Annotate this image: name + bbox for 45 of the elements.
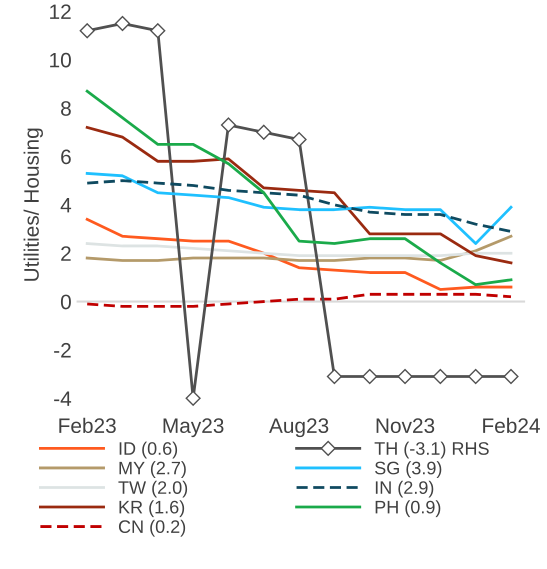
point [432,368,448,384]
y-tick-label: -2 [54,342,71,358]
legend-label: SG (3.9) [375,461,442,478]
line-series [86,179,512,233]
y-tick-label: 6 [61,149,71,164]
legend-label: MY (2.7) [120,461,186,478]
line-series [86,218,512,291]
y-tick-label: 0 [60,294,71,310]
line-series [86,292,512,308]
point [468,368,484,384]
x-tick-label: Nov23 [376,418,434,434]
x-tick-label: Feb24 [483,418,540,434]
point [220,117,236,133]
line-series [86,90,512,286]
point [397,368,413,384]
point [292,132,307,148]
point [503,368,519,384]
y-tick-label: 12 [50,4,71,19]
line-series [86,172,512,245]
x-tick-label: May23 [164,418,224,438]
legend-label: ID (0.6) [120,442,178,458]
point [256,124,272,140]
y-axis-title: Utilities/ Housing [24,128,43,281]
y-tick-label: 10 [50,52,71,68]
point [80,23,95,38]
line-series [86,234,512,262]
point [114,16,130,32]
x-tick-label: Feb23 [59,418,116,434]
point [326,368,342,384]
legend-label: CN (0.2) [118,520,186,537]
point [186,390,201,406]
line-series [86,126,512,264]
y-tick-label: 8 [61,101,71,116]
y-tick-label: 4 [60,198,72,212]
legend-label: KR (1.6) [120,500,184,518]
x-tick-label: Aug23 [269,418,328,438]
line-series [86,242,512,258]
y-tick-label: -4 [54,392,72,406]
point [150,23,166,38]
point [362,368,378,384]
y-tick-label: 2 [61,246,71,261]
legend-label: TH (-3.1) RHS [374,442,489,458]
legend-label: IN (2.9) [376,480,434,498]
legend-label: PH (0.9) [376,500,440,518]
legend-label: TW (2.0) [118,480,188,498]
